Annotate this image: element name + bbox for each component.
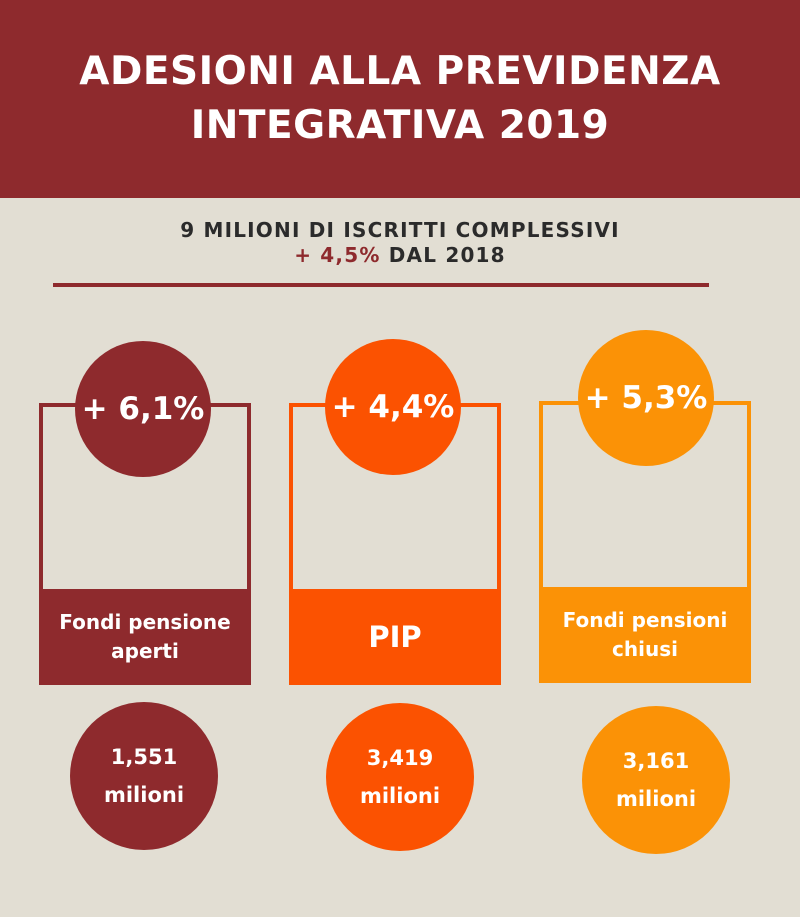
growth-badge-fondi-chiusi: + 5,3% [578,330,714,466]
members-value: 3,419 [366,746,434,770]
members-unit: milioni [103,783,185,807]
card-label: Fondi pensioni chiusi [539,587,751,683]
subtitle-total: 9 MILIONI DI ISCRITTI COMPLESSIVI [180,218,620,242]
members-unit: milioni [615,787,697,811]
subtitle-growth: + 4,5% [294,243,381,267]
members-unit: milioni [359,784,441,808]
divider [53,283,709,287]
card-fondi-aperti: Fondi pensione aperti [39,403,251,685]
members-circle-fondi-chiusi: 3,161 milioni [582,706,730,854]
members-circle-fondi-aperti: 1,551 milioni [70,702,218,850]
members-circle-pip: 3,419 milioni [326,703,474,851]
card-label-line-1: Fondi pensione [59,610,231,634]
growth-value: + 5,3% [584,380,708,416]
title-line-2: INTEGRATIVA 2019 [190,103,610,148]
card-label-line-2: chiusi [612,637,678,661]
growth-value: + 4,4% [331,389,455,425]
members-value: 3,161 [622,749,690,773]
growth-badge-fondi-aperti: + 6,1% [75,341,211,477]
card-label-line-2: aperti [111,639,179,663]
card-label: PIP [289,589,501,685]
subtitle-growth-line: + 4,5% DAL 2018 [0,243,800,268]
subtitle-since: DAL 2018 [380,243,506,267]
growth-badge-pip: + 4,4% [325,339,461,475]
card-fondi-chiusi: Fondi pensioni chiusi [539,401,751,683]
members-value: 1,551 [110,745,178,769]
card-label-line-1: Fondi pensioni [562,608,728,632]
card-label: Fondi pensione aperti [39,589,251,685]
title-line-1: ADESIONI ALLA PREVIDENZA [79,49,721,94]
subtitle: 9 MILIONI DI ISCRITTI COMPLESSIVI + 4,5%… [0,218,800,268]
card-label-line-1: PIP [368,619,422,654]
growth-value: + 6,1% [81,391,205,427]
title-banner: ADESIONI ALLA PREVIDENZA INTEGRATIVA 201… [0,0,800,198]
